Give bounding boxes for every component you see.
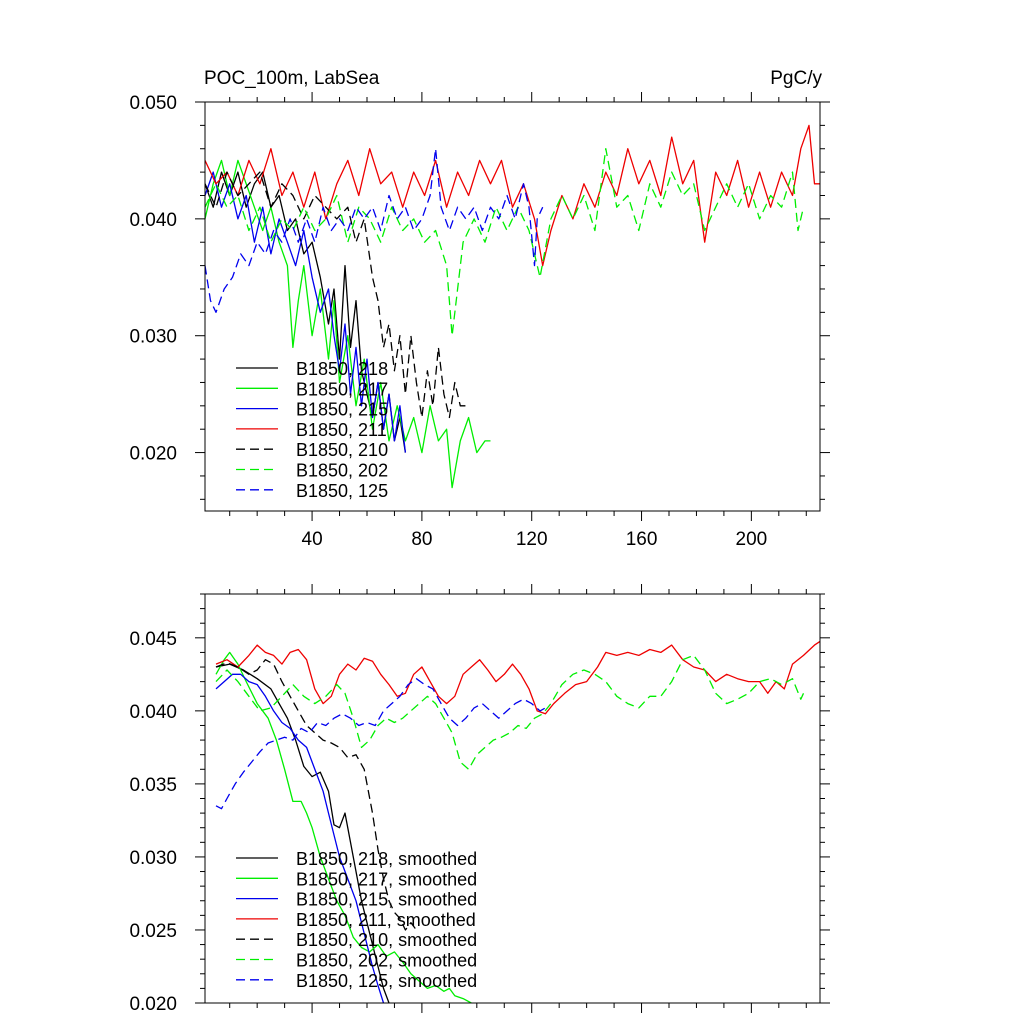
legend-label: B1850, 125 (296, 481, 388, 501)
series-line-6 (215, 678, 546, 810)
legend-label: B1850, 217, smoothed (296, 869, 477, 889)
legend-label: B1850, 202 (296, 461, 388, 481)
legend-label: B1850, 211, smoothed (296, 910, 476, 930)
y-tick-label: 0.020 (129, 444, 177, 465)
legend-label: B1850, 210, smoothed (296, 930, 477, 950)
legend-label: B1850, 218, smoothed (296, 849, 477, 869)
legend-label: B1850, 215, smoothed (296, 890, 477, 910)
series-line-2 (205, 171, 407, 453)
x-tick-label: 80 (411, 529, 432, 550)
series-line-4 (215, 659, 417, 931)
series-line-2 (215, 673, 385, 1003)
y-tick-label: 0.025 (129, 921, 177, 942)
legend-label: B1850, 218 (296, 359, 388, 379)
legend-label: B1850, 210 (296, 440, 388, 460)
series-line-1 (215, 651, 472, 1003)
legend-label: B1850, 215 (296, 400, 388, 420)
series-line-5 (215, 654, 805, 770)
series-line-0 (215, 663, 390, 1003)
legend-label: B1850, 211 (296, 420, 387, 440)
x-tick-label: 40 (302, 529, 323, 550)
top-panel: POC_100m, LabSea PgC/y 40 80 120 160 200 0.02… (129, 68, 830, 550)
y-tick-label: 0.045 (129, 629, 177, 650)
series-line-1 (205, 159, 491, 489)
y-tick-label: 0.030 (129, 327, 177, 348)
y-tick-label: 0.020 (129, 994, 177, 1015)
chart-units: PgC/y (770, 68, 822, 89)
x-tick-label: 120 (516, 529, 548, 550)
plot-frame (204, 101, 821, 512)
series-line-6 (205, 148, 544, 313)
y-tick-label: 0.040 (129, 702, 177, 723)
series-line-3 (215, 640, 820, 715)
y-tick-label: 0.050 (129, 93, 177, 114)
legend-label: B1850, 125, smoothed (296, 971, 477, 991)
y-tick-label: 0.030 (129, 848, 177, 869)
series-line-3 (205, 124, 820, 267)
chart-title: POC_100m, LabSea (204, 68, 380, 89)
legend-label: B1850, 202, smoothed (296, 951, 477, 971)
bottom-panel: 0.020 0.025 0.030 0.035 0.040 0.045 B1850, 218… (129, 584, 830, 1015)
legend-label: B1850, 217 (296, 379, 388, 399)
y-tick-label: 0.035 (129, 775, 177, 796)
x-tick-label: 160 (626, 529, 658, 550)
x-tick-label: 200 (736, 529, 768, 550)
series-line-5 (205, 148, 805, 337)
y-tick-label: 0.040 (129, 210, 177, 231)
